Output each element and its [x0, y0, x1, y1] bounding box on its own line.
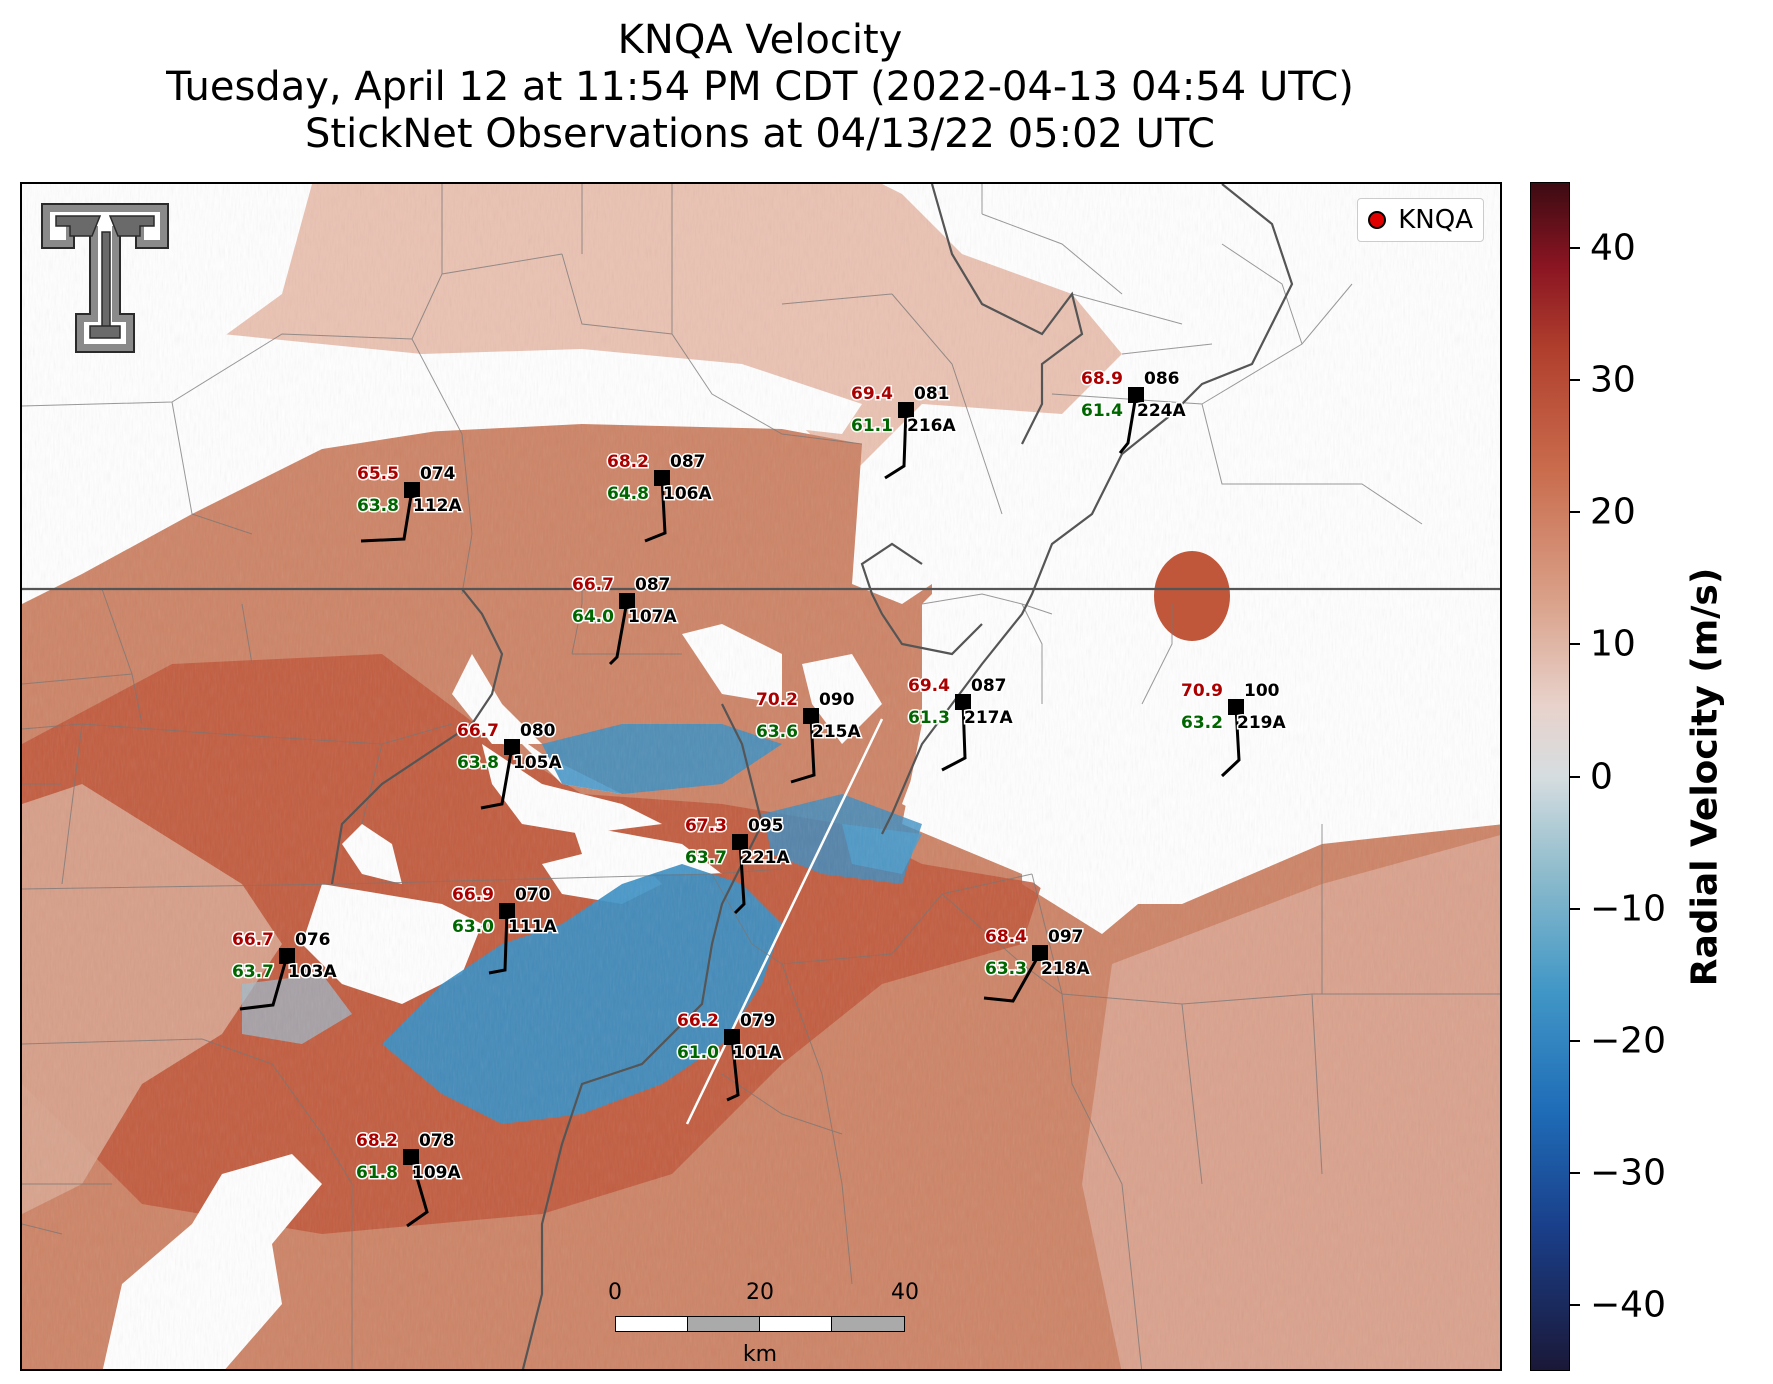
radial-artifact-line [685, 718, 884, 1125]
outbound-cell-east [1154, 551, 1230, 641]
colorbar-tick [1570, 1039, 1580, 1042]
legend-label: KNQA [1398, 205, 1473, 235]
colorbar-tick-label: −10 [1590, 888, 1666, 930]
scale-segment [831, 1316, 905, 1332]
colorbar-tick [1570, 379, 1580, 382]
colorbar-tick-label: 40 [1590, 227, 1636, 269]
colorbar-tick [1570, 1171, 1580, 1174]
colorbar-tick [1570, 775, 1580, 778]
colorbar-tick-label: 10 [1590, 623, 1636, 665]
map-subtitle-time: Tuesday, April 12 at 11:54 PM CDT (2022-… [166, 64, 1354, 110]
distance-scale-bar: 0 20 40 km [608, 1280, 919, 1370]
map-title: KNQA Velocity [617, 17, 903, 63]
colorbar-tick [1570, 643, 1580, 646]
scale-tick-0: 0 [608, 1280, 622, 1305]
scale-segment [759, 1316, 832, 1332]
colorbar-tick [1570, 1303, 1580, 1306]
scale-tick-20: 20 [746, 1280, 774, 1305]
colorbar-tick-label: −40 [1590, 1284, 1666, 1326]
colorbar-tick [1570, 247, 1580, 250]
radar-map-canvas [22, 184, 1500, 1369]
knqa-marker-icon [1368, 211, 1387, 229]
scale-tick-40: 40 [891, 1280, 919, 1305]
scale-segment [615, 1316, 688, 1332]
radar-map[interactable]: KNQA [20, 182, 1502, 1371]
colorbar-tick-label: −20 [1590, 1020, 1666, 1062]
colorbar-label: Radial Velocity (m/s) [1684, 567, 1726, 987]
scale-unit: km [742, 1342, 778, 1367]
colorbar-tick [1570, 907, 1580, 910]
colorbar-tick-label: −30 [1590, 1152, 1666, 1194]
radar-site-legend: KNQA [1357, 198, 1484, 242]
colorbar-tick-label: 20 [1590, 491, 1636, 533]
velocity-colorbar [1530, 182, 1570, 1371]
colorbar-tick-label: 30 [1590, 359, 1636, 401]
scale-segment [687, 1316, 760, 1332]
texas-tech-logo [40, 202, 170, 366]
map-subtitle-obs: StickNet Observations at 04/13/22 05:02 … [305, 111, 1215, 157]
colorbar-tick-label: 0 [1590, 756, 1613, 797]
colorbar-tick [1570, 511, 1580, 514]
